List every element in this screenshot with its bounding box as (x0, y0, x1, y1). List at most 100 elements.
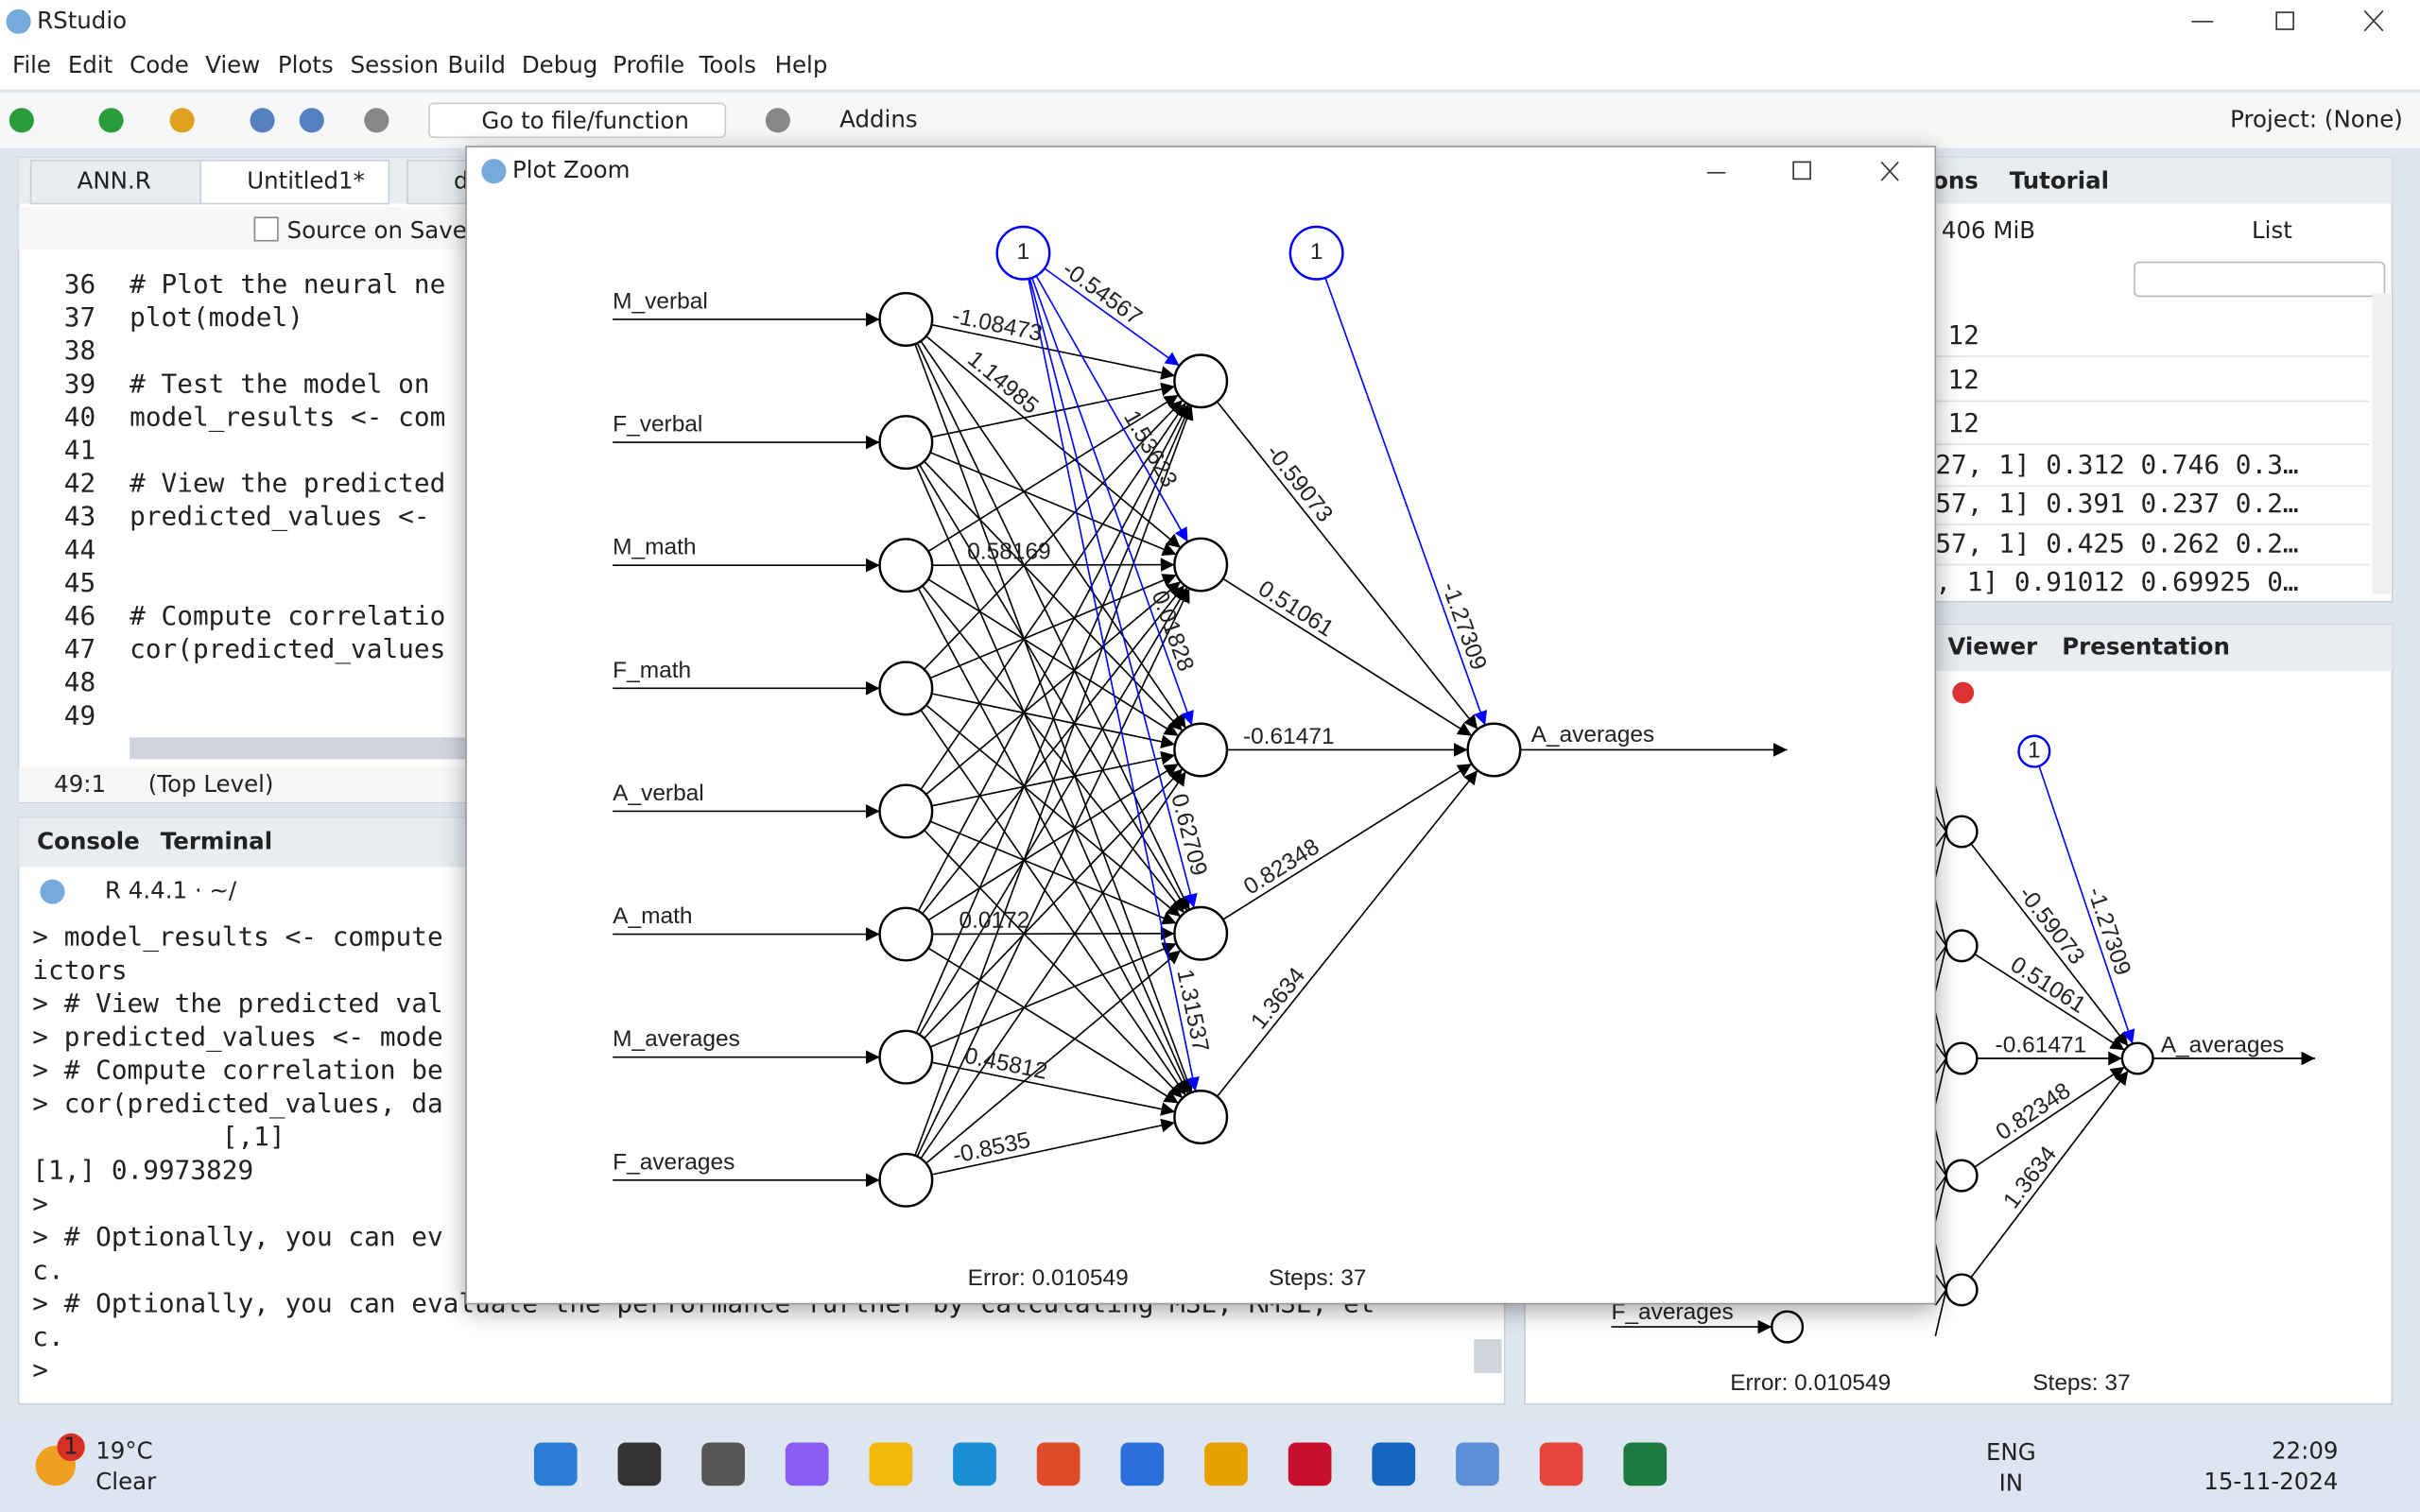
taskbar-app[interactable] (869, 1442, 913, 1486)
weight-label: -0.61471 (1243, 724, 1335, 749)
taskbar-app[interactable] (1623, 1442, 1668, 1486)
taskbar-app[interactable] (785, 1442, 829, 1486)
bias-node (2017, 734, 2051, 768)
output-node (2120, 1041, 2154, 1075)
env-row: , 1] 0.91012 0.69925 0… (1935, 566, 2298, 597)
console-line: ictors (32, 954, 127, 986)
edge (1970, 843, 2129, 1047)
taskbar-app[interactable] (1120, 1442, 1165, 1486)
edge (1934, 1042, 1947, 1059)
console-tab[interactable]: Console (37, 827, 140, 854)
weight-label: -0.61471 (1996, 1032, 2087, 1057)
view-mode[interactable]: List (2252, 216, 2292, 244)
editor-tab-label[interactable]: ANN.R (78, 167, 151, 195)
edge (1216, 769, 1478, 1097)
toolbar-icon (364, 108, 389, 133)
env-tab[interactable]: ons (1932, 167, 1979, 195)
line-number: 44 (64, 534, 95, 565)
taskbar-app[interactable] (1539, 1442, 1583, 1486)
input-label: M_math (613, 535, 696, 560)
menu-item[interactable]: Code (130, 51, 189, 78)
console-line: > # View the predicted val (32, 988, 442, 1019)
console-line: > (32, 1188, 48, 1219)
bias-node (995, 225, 1051, 281)
taskbar-app[interactable] (1204, 1442, 1248, 1486)
taskbar-app[interactable] (1456, 1442, 1499, 1486)
input-node (878, 661, 934, 716)
edge (925, 580, 1182, 796)
line-number: 43 (64, 501, 95, 532)
console-line: [,1] (32, 1121, 285, 1152)
taskbar-app[interactable] (617, 1442, 662, 1486)
menu-item[interactable]: Edit (68, 51, 113, 78)
editor-tab[interactable] (199, 159, 390, 205)
close (2363, 9, 2384, 32)
taskbar-app[interactable] (1372, 1442, 1416, 1486)
goto-box[interactable] (428, 102, 727, 139)
window-title: RStudio (37, 7, 127, 34)
menu-item[interactable]: File (12, 51, 51, 78)
menu-item[interactable]: Session (351, 51, 439, 78)
scope[interactable]: (Top Level) (148, 770, 274, 798)
menu-item[interactable]: Help (775, 51, 828, 78)
edge (1934, 1128, 1947, 1177)
taskbar-app[interactable] (701, 1442, 745, 1486)
bias-label: 1 (1310, 239, 1323, 265)
menu-item[interactable]: Plots (278, 51, 334, 78)
r-version: R 4.4.1 · ~/ (105, 877, 237, 904)
taskbar-app[interactable] (1288, 1442, 1332, 1486)
line-number: 40 (64, 401, 95, 432)
taskbar-app[interactable] (533, 1442, 578, 1486)
edge (1324, 277, 1488, 726)
project[interactable]: Project: (None) (2230, 105, 2403, 132)
edge (1970, 1070, 2129, 1279)
env-row: 12 (1947, 319, 1979, 351)
viewer-tab[interactable]: Viewer (1947, 633, 2037, 661)
viewer-tab[interactable]: Presentation (2062, 633, 2230, 661)
toolbar-icon (765, 108, 790, 133)
bias-label: 1 (1017, 239, 1030, 265)
menu-item[interactable]: Tools (699, 51, 756, 78)
edge (929, 574, 1177, 679)
editor-tab[interactable] (406, 159, 471, 205)
delete-plot (1952, 681, 1975, 704)
bias-label: 1 (2028, 738, 2041, 764)
search-box (2134, 261, 2386, 298)
editor-tab-label[interactable]: d (454, 167, 469, 195)
edge (917, 404, 1189, 912)
edge (915, 404, 1191, 1034)
editor-tab-label[interactable]: Untitled1* (247, 167, 365, 195)
scrollbar (2372, 293, 2391, 594)
code-line: # Plot the neural ne (130, 268, 445, 300)
source-on-save[interactable]: Source on Save (287, 216, 467, 244)
console-line: > # Optionally, you can ev (32, 1221, 442, 1252)
menu-item[interactable]: Profile (613, 51, 684, 78)
steps-text: Steps: 37 (2032, 1370, 2130, 1396)
env-tab[interactable]: Tutorial (2010, 167, 2109, 195)
edge (925, 335, 1182, 549)
menu-item[interactable]: Debug (522, 51, 597, 78)
code-line: model_results <- com (130, 401, 445, 433)
console-tab[interactable]: Terminal (161, 827, 272, 854)
edge (927, 947, 1180, 1105)
toolbar (0, 92, 2420, 148)
input-node (1771, 1310, 1805, 1344)
edge (1216, 401, 1478, 730)
edge (1028, 278, 1198, 909)
code-line: plot(model) (130, 301, 303, 333)
edge (1934, 831, 1947, 848)
edge (1974, 1066, 2126, 1168)
error-text: Error: 0.010549 (1730, 1370, 1891, 1396)
taskbar-app[interactable] (953, 1442, 996, 1486)
addins[interactable]: Addins (839, 105, 917, 132)
app-icon (6, 9, 31, 34)
input-node (878, 1152, 934, 1208)
code-line: # View the predicted (130, 468, 445, 499)
menu-item[interactable]: View (205, 51, 260, 78)
menu-item[interactable]: Build (447, 51, 505, 78)
taskbar-app[interactable] (1036, 1442, 1080, 1486)
input-node (878, 783, 934, 839)
edge (1934, 1057, 1947, 1074)
checkbox[interactable] (253, 216, 279, 242)
hidden-node (1173, 537, 1229, 593)
